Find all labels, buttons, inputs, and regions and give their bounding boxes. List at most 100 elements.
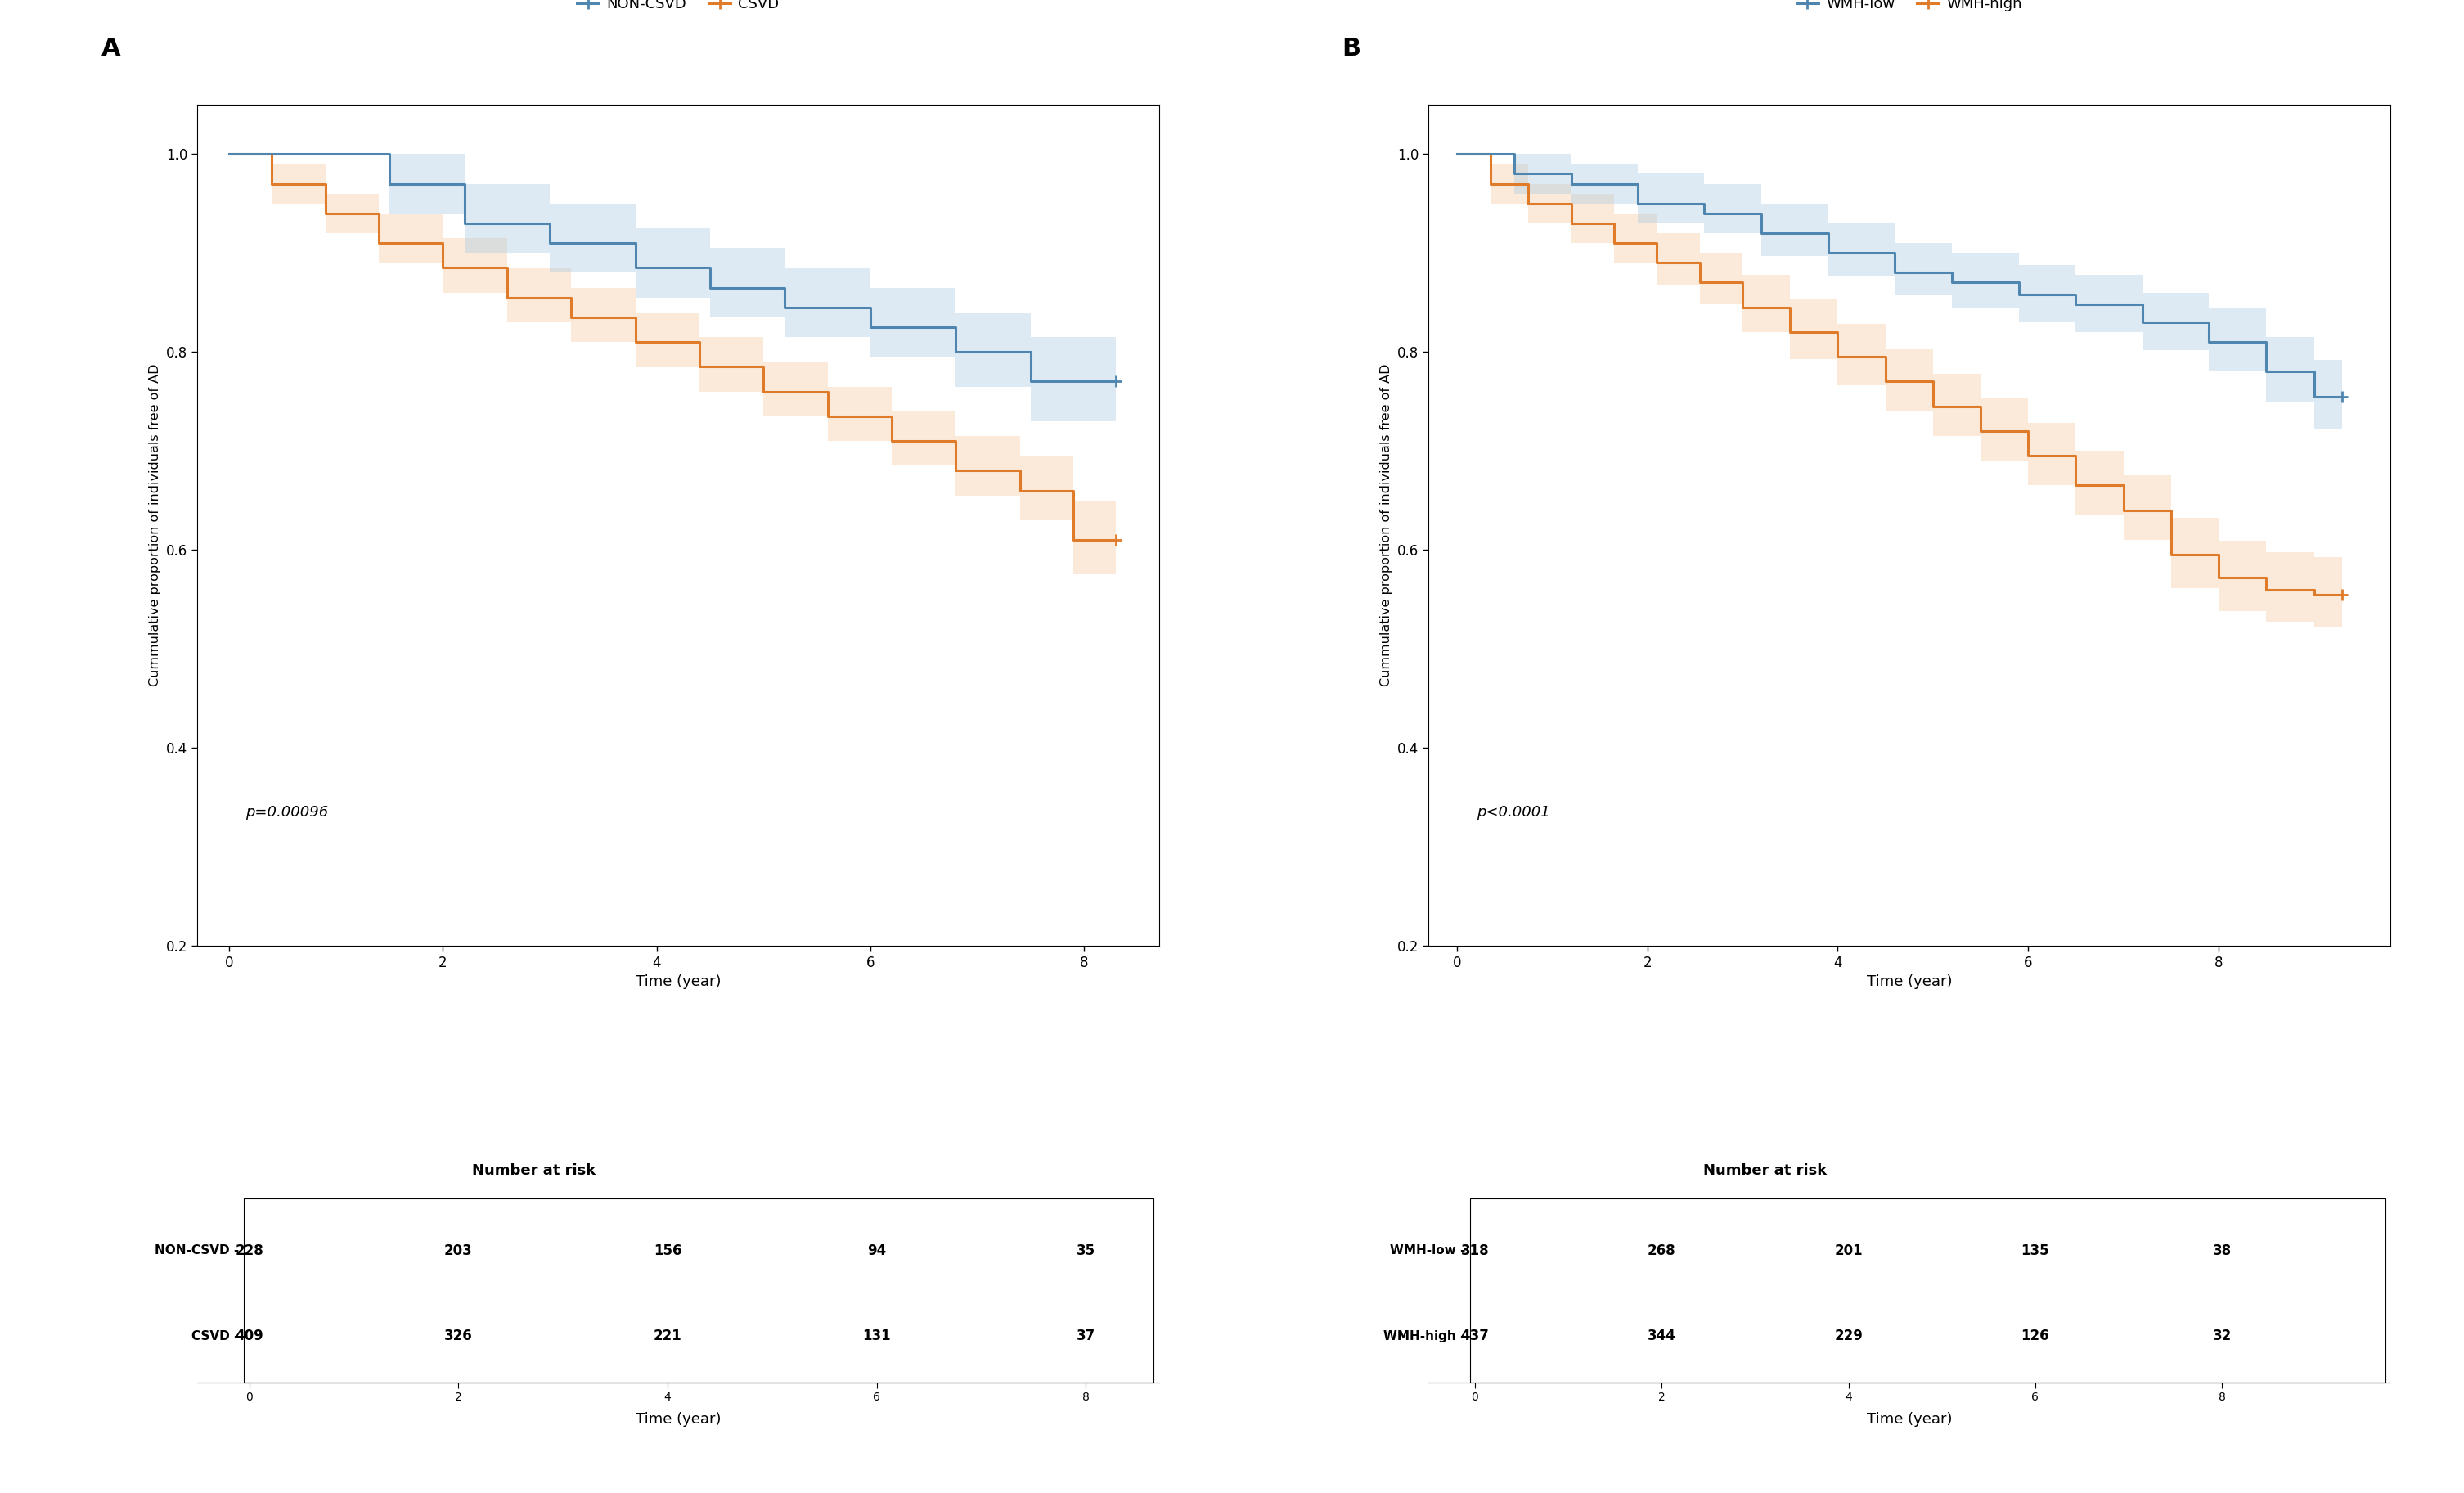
X-axis label: Time (year): Time (year) [636,1412,722,1427]
WMH-high [2109,502,2139,520]
WMH-high [1557,215,1587,233]
CSVD [310,205,340,222]
WMH-low [2195,333,2225,351]
Text: 135: 135 [2020,1244,2050,1259]
CSVD [621,333,650,351]
CSVD [941,461,971,479]
Legend: WMH-low, WMH-high: WMH-low, WMH-high [1791,0,2028,18]
WMH-low [1690,205,1720,222]
WMH-low [1814,243,1843,261]
WMH-high [1917,397,1947,415]
NON-CSVD [695,279,724,297]
Text: CSVD -: CSVD - [192,1330,239,1342]
Bar [1471,1199,2385,1383]
WMH-low [2060,296,2089,314]
WMH-high [1685,273,1715,291]
CSVD [749,382,779,400]
CSVD [256,175,286,193]
NON-CSVD [1101,373,1131,391]
WMH-high [1870,373,1900,391]
CSVD [1060,532,1089,549]
X-axis label: Time (year): Time (year) [636,975,722,990]
Text: 318: 318 [1461,1244,1488,1259]
WMH-high [2013,446,2043,464]
Text: 409: 409 [234,1329,264,1344]
CSVD [1005,482,1035,500]
Line: WMH-low: WMH-low [1456,154,2343,397]
Text: Number at risk: Number at risk [1703,1163,1826,1178]
Text: 35: 35 [1077,1244,1094,1259]
CSVD [214,145,244,163]
WMH-high [1727,299,1757,317]
WMH-high [2299,585,2328,603]
CSVD [813,408,843,426]
Line: CSVD: CSVD [229,154,1116,540]
CSVD [1101,532,1131,549]
WMH-high [2060,476,2089,494]
CSVD [877,431,907,449]
WMH-high [1966,423,1996,440]
Text: p=0.00096: p=0.00096 [246,805,328,820]
WMH-high [2252,581,2282,599]
Text: Number at risk: Number at risk [473,1163,596,1178]
Y-axis label: Cummulative proportion of individuals free of AD: Cummulative proportion of individuals fr… [148,364,160,687]
CSVD [429,258,458,276]
WMH-low [1624,194,1653,212]
CSVD [365,234,394,252]
WMH-high [1441,145,1471,163]
NON-CSVD [771,299,801,317]
NON-CSVD [448,215,478,233]
Text: 201: 201 [1833,1244,1863,1259]
NON-CSVD [941,343,971,361]
Text: 37: 37 [1077,1329,1096,1344]
CSVD [493,288,522,306]
Text: 268: 268 [1648,1244,1676,1259]
NON-CSVD [288,145,318,163]
X-axis label: Time (year): Time (year) [1865,1412,1951,1427]
WMH-high [1641,254,1671,272]
Text: 38: 38 [2213,1244,2232,1259]
Text: WMH-low -: WMH-low - [1390,1245,1466,1257]
NON-CSVD [375,175,404,193]
X-axis label: Time (year): Time (year) [1865,975,1951,990]
Text: B: B [1343,37,1360,61]
WMH-low [2328,388,2358,406]
WMH-low [2299,388,2328,406]
WMH-low [1441,145,1471,163]
NON-CSVD [535,234,564,252]
WMH-high [2203,569,2232,587]
Text: 326: 326 [444,1329,473,1344]
NON-CSVD [855,318,885,336]
CSVD [557,309,586,327]
WMH-high [1476,175,1506,193]
Bar [244,1199,1153,1383]
Line: NON-CSVD: NON-CSVD [229,154,1116,382]
Text: 126: 126 [2020,1329,2050,1344]
Text: A: A [101,37,121,61]
Text: p<0.0001: p<0.0001 [1476,805,1550,820]
WMH-high [1513,194,1542,212]
NON-CSVD [1015,373,1045,391]
WMH-high [2156,546,2186,564]
Text: NON-CSVD -: NON-CSVD - [155,1245,239,1257]
WMH-low [1937,273,1966,291]
WMH-high [1599,234,1629,252]
WMH-low [2252,363,2282,381]
Text: 94: 94 [867,1244,887,1259]
NON-CSVD [214,145,244,163]
Text: 229: 229 [1833,1329,1863,1344]
CSVD [685,358,715,376]
WMH-high [1777,322,1806,340]
Text: WMH-high -: WMH-high - [1382,1330,1466,1342]
Text: 131: 131 [862,1329,892,1344]
WMH-low [2129,314,2158,331]
Legend: NON-CSVD, CSVD: NON-CSVD, CSVD [572,0,786,18]
WMH-high [1823,348,1853,366]
WMH-low [2003,285,2033,303]
Y-axis label: Cummulative proportion of individuals free of AD: Cummulative proportion of individuals fr… [1380,364,1392,687]
Text: 32: 32 [2213,1329,2232,1344]
WMH-low [1557,175,1587,193]
Line: WMH-high: WMH-high [1456,154,2343,594]
Text: 228: 228 [234,1244,264,1259]
NON-CSVD [621,258,650,276]
